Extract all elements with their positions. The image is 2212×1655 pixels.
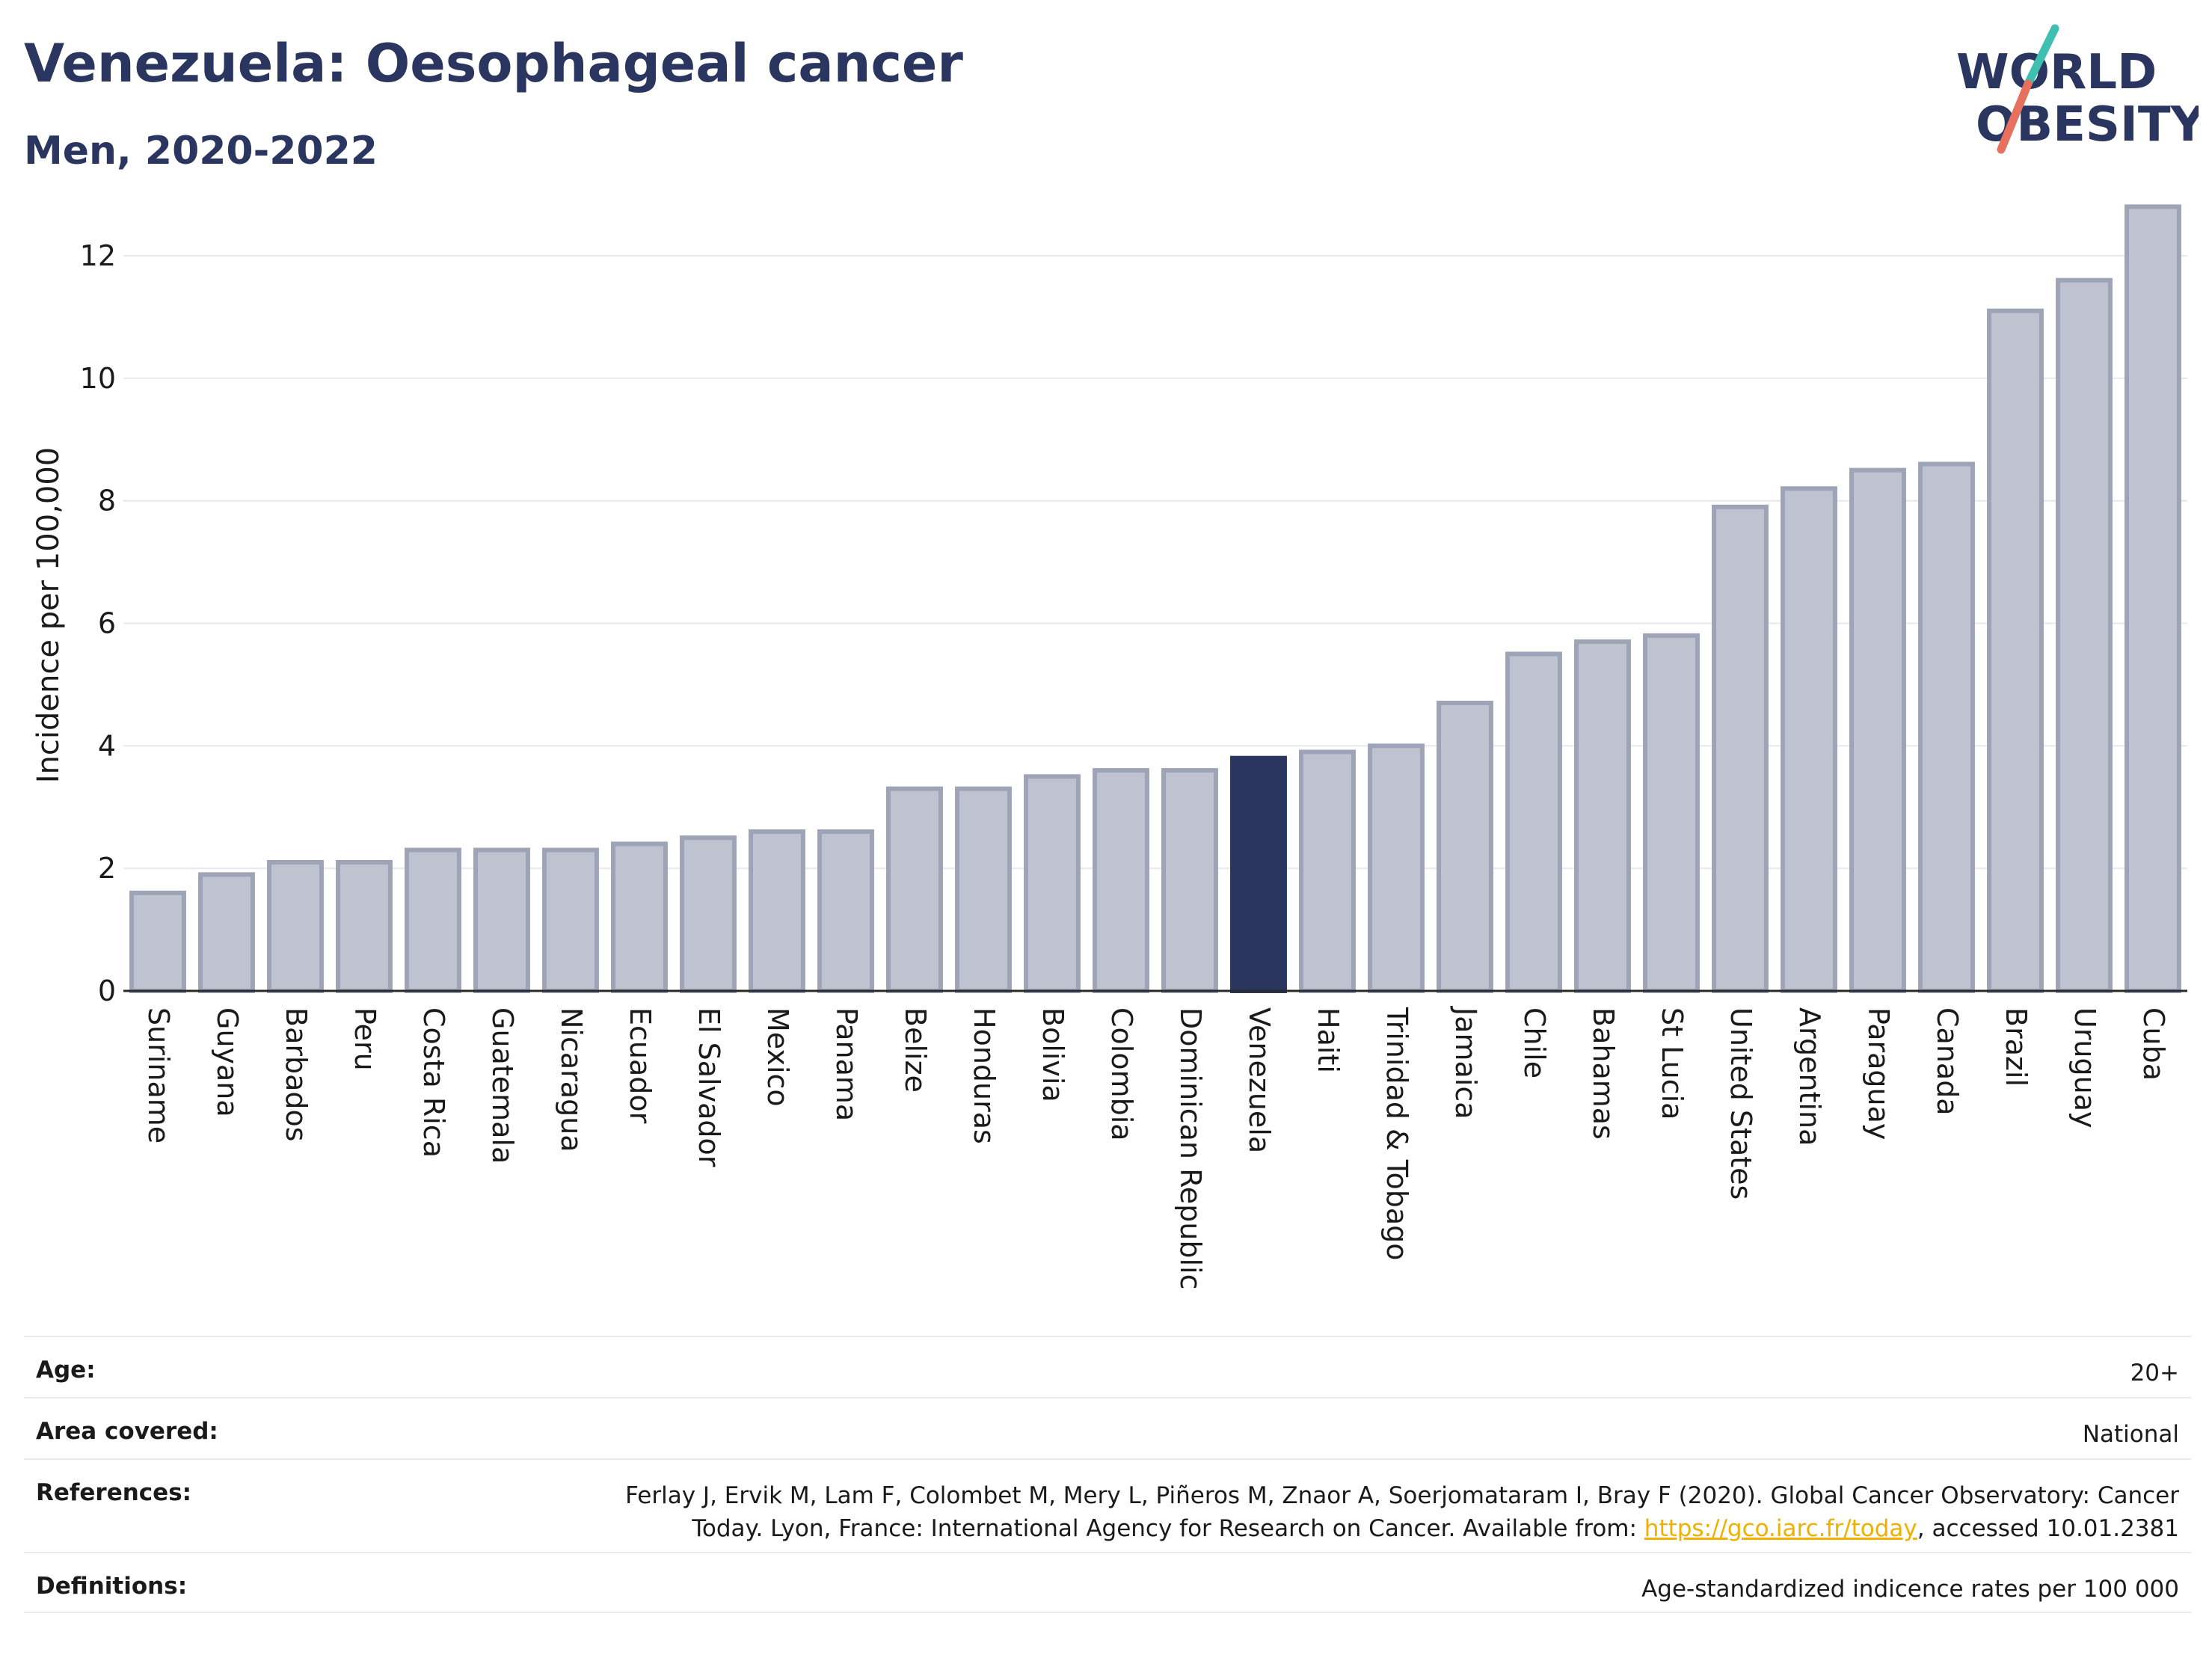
bar-argentina: [1781, 486, 1837, 993]
x-tick-label-uruguay: Uruguay: [2068, 1007, 2101, 1129]
x-tick-label-nicaragua: Nicaragua: [555, 1007, 588, 1152]
definitions-label: Definitions:: [36, 1573, 188, 1600]
x-tick-label-peru: Peru: [348, 1007, 381, 1071]
bar-belize: [886, 786, 943, 993]
bar-jamaica: [1437, 700, 1493, 993]
y-tick-labels: 0 2 4 6 8 10 12: [80, 239, 116, 1007]
info-row-age: Age: 20+: [24, 1336, 2191, 1397]
x-tick-label-venezuela: Venezuela: [1243, 1007, 1276, 1153]
x-tick-label-paraguay: Paraguay: [1862, 1007, 1895, 1140]
info-row-references: References: Ferlay J, Ervik M, Lam F, Co…: [24, 1458, 2191, 1552]
references-value: Ferlay J, Ervik M, Lam F, Colombet M, Me…: [625, 1479, 2179, 1545]
x-tick-label-dominican-republic: Dominican Republic: [1174, 1007, 1207, 1289]
x-tick-label-panama: Panama: [830, 1007, 863, 1121]
x-tick-label-belize: Belize: [899, 1007, 932, 1093]
x-tick-label-costa-rica: Costa Rica: [417, 1007, 450, 1158]
bar-venezuela: [1230, 755, 1287, 993]
bar-el-salvador: [680, 835, 737, 993]
x-tick-label-colombia: Colombia: [1105, 1007, 1138, 1141]
x-tick-label-jamaica: Jamaica: [1449, 1006, 1482, 1120]
definitions-value: Age-standardized indicence rates per 100…: [1641, 1576, 2179, 1603]
references-label: References:: [36, 1479, 192, 1506]
references-link[interactable]: https://gco.iarc.fr/today: [1644, 1515, 1917, 1542]
x-tick-label-ecuador: Ecuador: [624, 1007, 657, 1124]
y-tick-label-6: 6: [98, 607, 116, 639]
x-tick-label-st-lucia: St Lucia: [1656, 1007, 1689, 1120]
bar-paraguay: [1849, 467, 1906, 993]
logo-slash-coral: [1997, 79, 2033, 154]
bar-peru: [336, 859, 393, 994]
bar-guatemala: [473, 847, 530, 993]
references-line2-pre: Today. Lyon, France: International Agenc…: [692, 1515, 1644, 1542]
x-tick-label-argentina: Argentina: [1793, 1007, 1826, 1146]
x-tick-label-haiti: Haiti: [1312, 1007, 1345, 1073]
x-tick-label-cuba: Cuba: [2137, 1007, 2170, 1081]
bar-st-lucia: [1643, 633, 1700, 993]
chart-title: Venezuela: Oesophageal cancer: [24, 33, 963, 94]
info-table: Age: 20+ Area covered: National Referenc…: [24, 1336, 2191, 1613]
bar-haiti: [1299, 749, 1356, 993]
x-tick-label-trinidad-tobago: Trinidad & Tobago: [1380, 1007, 1413, 1261]
bar-chart: 0 2 4 6 8 10 12 Suriname Guyana Barbados Peru Cost…: [31, 204, 2187, 1289]
bar-canada: [1918, 461, 1975, 993]
y-tick-label-10: 10: [80, 362, 116, 395]
y-tick-label-0: 0: [98, 974, 116, 1007]
y-tick-label-12: 12: [80, 239, 116, 272]
x-tick-label-chile: Chile: [1518, 1007, 1551, 1078]
x-tick-label-guyana: Guyana: [211, 1007, 244, 1117]
bar-bolivia: [1024, 774, 1081, 994]
logo-text-world: WORLD: [1956, 45, 2157, 100]
world-obesity-logo: WORLD OBESITY: [1956, 24, 2199, 154]
x-tick-labels: Suriname Guyana Barbados Peru Costa Rica Guat…: [142, 1006, 2170, 1289]
bar-guyana: [198, 872, 255, 994]
age-label: Age:: [36, 1357, 96, 1384]
x-tick-label-honduras: Honduras: [968, 1007, 1001, 1144]
bar-brazil: [1987, 308, 2044, 993]
x-tick-label-barbados: Barbados: [280, 1007, 313, 1142]
bar-cuba: [2125, 204, 2181, 993]
y-tick-label-2: 2: [98, 852, 116, 885]
chart-subtitle: Men, 2020-2022: [24, 129, 378, 174]
references-line1: Ferlay J, Ervik M, Lam F, Colombet M, Me…: [625, 1482, 2179, 1509]
x-tick-label-bolivia: Bolivia: [1036, 1007, 1069, 1102]
grid-lines: [123, 254, 2187, 870]
x-tick-label-mexico: Mexico: [761, 1007, 794, 1107]
bar-bahamas: [1574, 639, 1631, 993]
y-tick-label-8: 8: [98, 485, 116, 518]
bar-united-states: [1712, 504, 1769, 993]
bars: [129, 204, 2181, 994]
logo-slash-teal: [2024, 24, 2059, 88]
bar-uruguay: [2056, 277, 2113, 993]
x-tick-label-suriname: Suriname: [142, 1007, 175, 1143]
info-row-definitions: Definitions: Age-standardized indicence …: [24, 1552, 2191, 1613]
references-line2-post: , accessed 10.01.2381: [1917, 1515, 2179, 1542]
x-tick-label-canada: Canada: [1931, 1007, 1964, 1116]
bar-mexico: [749, 829, 805, 993]
area-value: National: [2082, 1421, 2179, 1448]
bar-honduras: [955, 786, 1012, 993]
bar-barbados: [267, 859, 324, 994]
bar-ecuador: [611, 841, 668, 994]
bar-colombia: [1093, 768, 1149, 993]
y-tick-label-4: 4: [98, 729, 116, 762]
x-tick-label-el-salvador: El Salvador: [692, 1007, 725, 1167]
x-tick-label-united-states: United States: [1724, 1007, 1757, 1200]
x-tick-label-guatemala: Guatemala: [486, 1007, 519, 1164]
bar-panama: [817, 829, 874, 993]
bar-costa-rica: [405, 847, 461, 993]
x-tick-label-brazil: Brazil: [2000, 1007, 2033, 1087]
bar-suriname: [129, 890, 186, 994]
bar-trinidad-tobago: [1368, 743, 1425, 993]
age-value: 20+: [2130, 1360, 2179, 1387]
x-tick-label-bahamas: Bahamas: [1587, 1007, 1620, 1140]
info-row-area: Area covered: National: [24, 1397, 2191, 1458]
bar-dominican-republic: [1161, 768, 1218, 993]
bar-chile: [1505, 651, 1562, 994]
area-label: Area covered:: [36, 1418, 218, 1445]
bar-nicaragua: [542, 847, 599, 993]
y-axis-title: Incidence per 100,000: [31, 447, 66, 784]
